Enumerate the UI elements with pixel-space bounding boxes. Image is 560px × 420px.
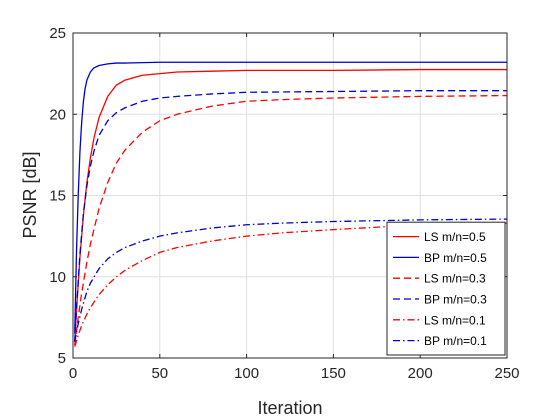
y-tick-label: 15: [49, 188, 66, 205]
x-tick-label: 0: [69, 365, 77, 382]
x-tick-label: 150: [321, 365, 346, 382]
x-tick-label: 100: [234, 365, 259, 382]
legend-entry-label: BP m/n=0.3: [424, 293, 487, 307]
legend-entry-label: LS m/n=0.3: [424, 272, 486, 286]
legend-entry-label: BP m/n=0.5: [424, 251, 487, 265]
x-tick-label: 200: [408, 365, 433, 382]
series-line-bp-m-n-0-3: [74, 90, 507, 342]
series-line-ls-m-n-0-3: [74, 94, 508, 346]
series-line-bp-m-n-0-1: [74, 218, 508, 342]
y-tick-label: 20: [49, 106, 66, 123]
y-tick-label: 5: [58, 350, 66, 367]
x-axis-label: Iteration: [257, 398, 322, 418]
x-tick-label: 250: [494, 365, 519, 382]
legend: LS m/n=0.5 BP m/n=0.5 LS m/n=0.3 BP m/n=0.3…: [386, 221, 506, 356]
legend-entry-label: LS m/n=0.1: [424, 313, 486, 327]
x-tick-label: 50: [151, 365, 168, 382]
series-line-ls-m-n-0-1: [74, 222, 508, 347]
series-lines: [74, 61, 508, 347]
series-line-bp-m-n-0-5: [74, 61, 507, 334]
y-axis-label: PSNR [dB]: [20, 151, 40, 238]
ticks: 0 50 100 150 200 250 5 10 15 20 25: [49, 25, 519, 382]
y-tick-label: 10: [49, 269, 66, 286]
legend-entry-label: BP m/n=0.1: [424, 334, 487, 348]
y-tick-label: 25: [49, 25, 66, 42]
legend-box: [386, 221, 506, 356]
legend-entry-label: LS m/n=0.5: [424, 230, 486, 244]
